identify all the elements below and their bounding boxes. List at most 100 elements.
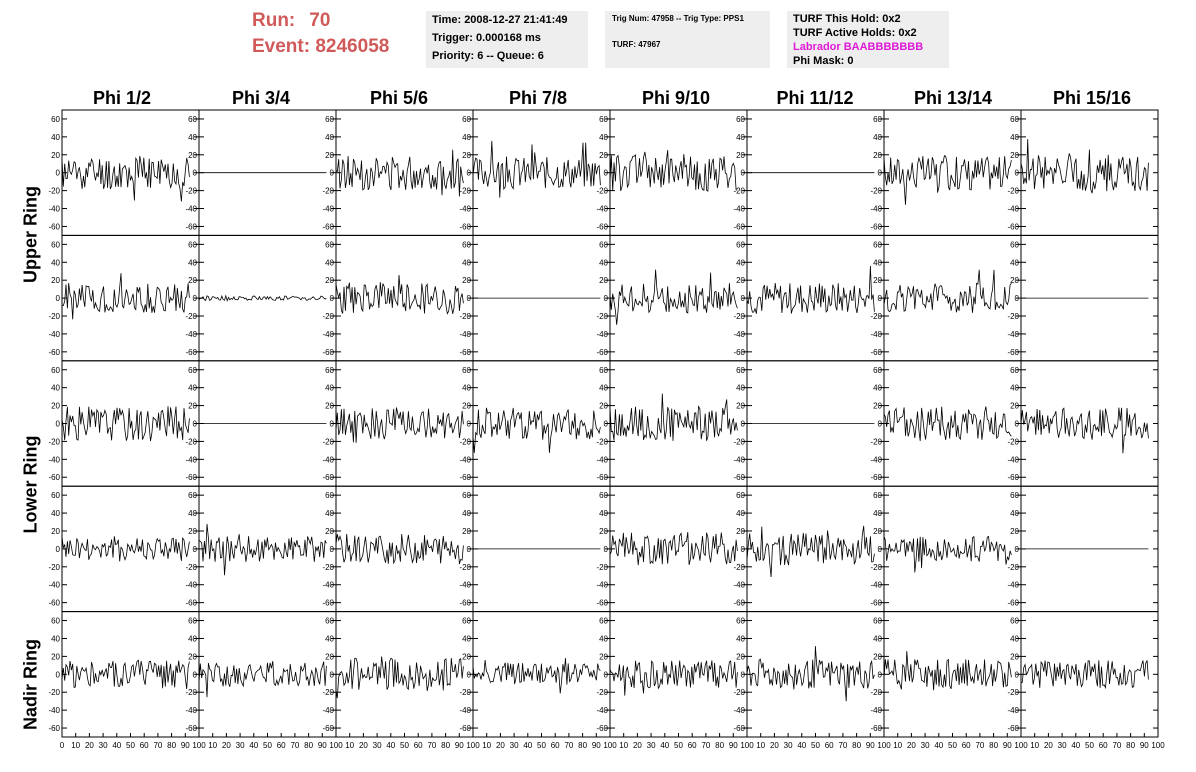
waveform-trace xyxy=(472,140,601,198)
x-tick-label: 100 xyxy=(329,741,343,750)
event-value: 8246058 xyxy=(315,36,390,57)
x-tick-label: 70 xyxy=(701,741,710,750)
y-tick-label: -60 xyxy=(48,724,60,733)
y-tick-label: 60 xyxy=(188,617,197,626)
y-tick-label: 40 xyxy=(873,133,882,142)
x-tick-label: 30 xyxy=(784,741,793,750)
y-tick-label: -20 xyxy=(596,312,608,321)
y-tick-label: 60 xyxy=(873,115,882,124)
x-tick-label: 30 xyxy=(647,741,656,750)
y-tick-label: 40 xyxy=(1010,384,1019,393)
x-tick-label: 90 xyxy=(1140,741,1149,750)
y-tick-label: -40 xyxy=(322,706,334,715)
y-tick-label: -40 xyxy=(1007,706,1019,715)
y-tick-label: 40 xyxy=(325,634,334,643)
time-text: Time: 2008-12-27 21:41:49 xyxy=(432,14,568,26)
y-tick-label: -20 xyxy=(459,312,471,321)
y-tick-label: 0 xyxy=(467,169,472,178)
y-tick-label: 60 xyxy=(188,240,197,249)
x-tick-label: 50 xyxy=(263,741,272,750)
y-tick-label: -40 xyxy=(459,205,471,214)
y-tick-label: 20 xyxy=(188,402,197,411)
y-tick-label: 60 xyxy=(51,366,60,375)
y-tick-label: 40 xyxy=(736,634,745,643)
y-tick-label: -40 xyxy=(870,581,882,590)
y-tick-label: 20 xyxy=(51,652,60,661)
y-tick-label: 0 xyxy=(878,670,883,679)
y-tick-label: -60 xyxy=(48,599,60,608)
y-tick-label: 0 xyxy=(193,169,198,178)
y-tick-label: 60 xyxy=(325,617,334,626)
x-tick-label: 10 xyxy=(756,741,765,750)
x-tick-label: 50 xyxy=(537,741,546,750)
y-tick-label: 60 xyxy=(325,366,334,375)
y-tick-label: -60 xyxy=(596,599,608,608)
y-tick-label: 0 xyxy=(467,420,472,429)
turf-info-box: TURF This Hold: 0x2 TURF Active Holds: 0… xyxy=(787,11,949,68)
y-tick-label: -60 xyxy=(322,473,334,482)
y-tick-label: -60 xyxy=(459,473,471,482)
y-tick-label: -40 xyxy=(1007,330,1019,339)
x-tick-label: 0 xyxy=(60,741,65,750)
y-tick-label: 40 xyxy=(873,509,882,518)
y-tick-label: 20 xyxy=(51,527,60,536)
panel-frame xyxy=(61,109,200,236)
y-tick-label: -60 xyxy=(596,348,608,357)
y-tick-label: 60 xyxy=(599,617,608,626)
y-tick-label: 40 xyxy=(462,634,471,643)
y-tick-label: 40 xyxy=(325,384,334,393)
x-tick-label: 80 xyxy=(852,741,861,750)
panel-frame xyxy=(746,234,885,362)
x-tick-label: 40 xyxy=(934,741,943,750)
y-tick-label: 0 xyxy=(1015,169,1020,178)
panel-frame xyxy=(746,485,885,613)
x-tick-label: 30 xyxy=(99,741,108,750)
x-tick-label: 50 xyxy=(126,741,135,750)
y-tick-label: -60 xyxy=(870,473,882,482)
y-tick-label: 20 xyxy=(1010,151,1019,160)
x-tick-label: 40 xyxy=(386,741,395,750)
y-tick-label: 40 xyxy=(325,509,334,518)
waveform-trace xyxy=(746,646,875,702)
y-tick-label: -40 xyxy=(322,581,334,590)
y-tick-label: -20 xyxy=(870,437,882,446)
y-tick-label: -60 xyxy=(459,724,471,733)
y-tick-label: -20 xyxy=(322,437,334,446)
y-tick-label: -60 xyxy=(459,222,471,231)
x-tick-label: 100 xyxy=(603,741,617,750)
x-tick-label: 100 xyxy=(1151,741,1165,750)
y-tick-label: 20 xyxy=(325,652,334,661)
y-tick-label: 40 xyxy=(599,509,608,518)
y-tick-label: -20 xyxy=(596,437,608,446)
y-tick-label: 20 xyxy=(462,527,471,536)
y-tick-label: 0 xyxy=(878,294,883,303)
y-tick-label: 20 xyxy=(599,151,608,160)
y-tick-label: 0 xyxy=(330,545,335,554)
y-tick-label: 20 xyxy=(873,402,882,411)
x-tick-label: 40 xyxy=(797,741,806,750)
y-tick-label: -40 xyxy=(48,706,60,715)
waveform-trace xyxy=(61,273,190,320)
y-tick-label: 60 xyxy=(599,115,608,124)
waveform-trace xyxy=(609,660,738,696)
y-tick-label: 40 xyxy=(736,133,745,142)
y-tick-label: 20 xyxy=(736,402,745,411)
y-tick-label: -20 xyxy=(185,312,197,321)
column-title: Phi 13/14 xyxy=(913,88,993,108)
y-tick-label: 60 xyxy=(873,617,882,626)
y-tick-label: 60 xyxy=(1010,366,1019,375)
y-tick-label: 60 xyxy=(51,115,60,124)
y-tick-label: -20 xyxy=(596,688,608,697)
y-tick-label: 60 xyxy=(325,115,334,124)
phi-mask-text: Phi Mask: 0 xyxy=(793,55,854,67)
y-tick-label: 20 xyxy=(599,276,608,285)
trig-num-text: Trig Num: 47958 -- Trig Type: PPS1 xyxy=(612,14,744,23)
y-tick-label: 40 xyxy=(599,634,608,643)
x-tick-label: 90 xyxy=(455,741,464,750)
y-tick-label: -20 xyxy=(733,688,745,697)
waveform-trace xyxy=(883,155,1012,205)
x-tick-label: 10 xyxy=(345,741,354,750)
y-tick-label: -60 xyxy=(870,222,882,231)
y-tick-label: -60 xyxy=(185,599,197,608)
